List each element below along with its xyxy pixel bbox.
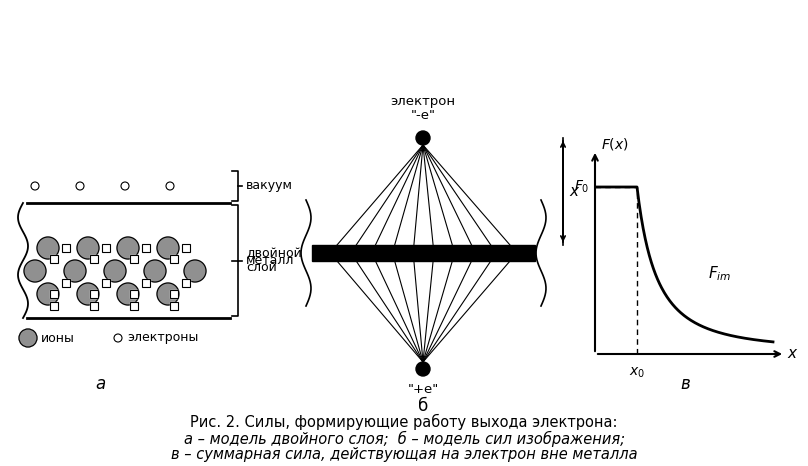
- Circle shape: [19, 329, 37, 347]
- Bar: [50, 255, 58, 263]
- Circle shape: [24, 260, 46, 282]
- Bar: [62, 244, 70, 252]
- Text: $x_0$: $x_0$: [629, 366, 645, 380]
- Bar: [102, 279, 110, 287]
- Bar: [182, 279, 190, 287]
- Text: а: а: [95, 375, 105, 393]
- Text: металл: металл: [246, 254, 294, 267]
- Bar: [130, 290, 138, 298]
- Circle shape: [117, 237, 139, 259]
- Bar: [182, 244, 190, 252]
- Bar: [90, 302, 98, 310]
- Text: $x$: $x$: [787, 347, 798, 362]
- Circle shape: [416, 362, 430, 376]
- Text: слой: слой: [246, 261, 277, 274]
- Bar: [90, 255, 98, 263]
- Bar: [130, 290, 138, 298]
- Text: x: x: [569, 184, 578, 199]
- Text: электроны: электроны: [127, 331, 199, 344]
- Bar: [90, 290, 98, 298]
- Circle shape: [77, 237, 99, 259]
- Circle shape: [104, 260, 126, 282]
- Circle shape: [166, 182, 174, 190]
- Bar: [170, 255, 178, 263]
- Text: "+e": "+e": [407, 383, 439, 396]
- Circle shape: [157, 237, 179, 259]
- Text: $F_{im}$: $F_{im}$: [709, 265, 732, 283]
- Circle shape: [37, 283, 59, 305]
- Text: а – модель двойного слоя;  б – модель сил изображения;: а – модель двойного слоя; б – модель сил…: [183, 431, 625, 447]
- Bar: [90, 302, 98, 310]
- Bar: [170, 290, 178, 298]
- Bar: [182, 279, 190, 287]
- Circle shape: [64, 260, 86, 282]
- Bar: [50, 302, 58, 310]
- Circle shape: [144, 260, 166, 282]
- Bar: [90, 290, 98, 298]
- Text: "-e": "-e": [410, 109, 436, 122]
- Circle shape: [31, 182, 39, 190]
- Text: в – суммарная сила, действующая на электрон вне металла: в – суммарная сила, действующая на элект…: [170, 447, 638, 462]
- Circle shape: [121, 182, 129, 190]
- Bar: [312, 245, 535, 261]
- Bar: [142, 244, 150, 252]
- Circle shape: [157, 283, 179, 305]
- Circle shape: [416, 131, 430, 145]
- Circle shape: [114, 334, 122, 342]
- Circle shape: [117, 283, 139, 305]
- Text: $F(x)$: $F(x)$: [601, 136, 629, 152]
- Text: $F_0$: $F_0$: [574, 179, 589, 195]
- Bar: [142, 279, 150, 287]
- Circle shape: [184, 260, 206, 282]
- Bar: [102, 244, 110, 252]
- Text: в: в: [680, 375, 690, 393]
- Bar: [182, 244, 190, 252]
- Bar: [170, 302, 178, 310]
- Circle shape: [77, 283, 99, 305]
- Bar: [130, 255, 138, 263]
- Text: Рис. 2. Силы, формирующие работу выхода электрона:: Рис. 2. Силы, формирующие работу выхода …: [190, 414, 618, 430]
- Bar: [50, 290, 58, 298]
- Bar: [170, 255, 178, 263]
- Bar: [130, 302, 138, 310]
- Bar: [50, 255, 58, 263]
- Bar: [62, 244, 70, 252]
- Bar: [90, 255, 98, 263]
- Bar: [62, 279, 70, 287]
- Text: вакуум: вакуум: [246, 179, 293, 192]
- Text: электрон: электрон: [390, 95, 456, 108]
- Bar: [170, 302, 178, 310]
- Bar: [130, 302, 138, 310]
- Text: ионы: ионы: [41, 331, 75, 344]
- Bar: [102, 279, 110, 287]
- Text: двойной: двойной: [246, 247, 301, 260]
- Circle shape: [76, 182, 84, 190]
- Text: б: б: [418, 397, 428, 415]
- Bar: [50, 302, 58, 310]
- Bar: [102, 244, 110, 252]
- Bar: [142, 244, 150, 252]
- Bar: [142, 279, 150, 287]
- Bar: [170, 290, 178, 298]
- Bar: [130, 255, 138, 263]
- Bar: [62, 279, 70, 287]
- Bar: [50, 290, 58, 298]
- Circle shape: [37, 237, 59, 259]
